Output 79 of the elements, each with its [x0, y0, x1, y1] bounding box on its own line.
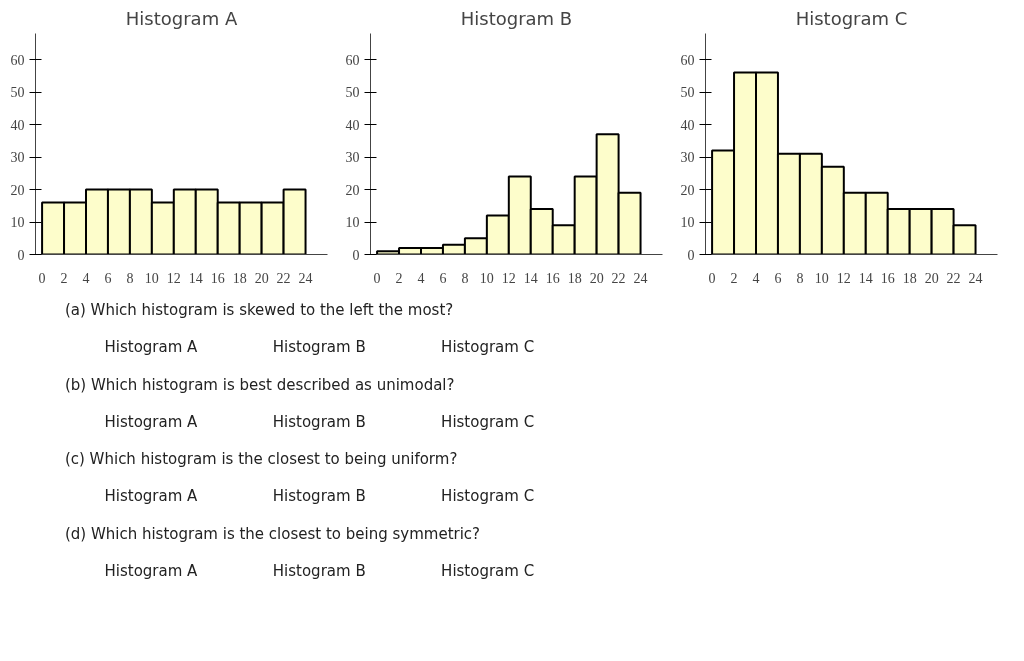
y-tick-label: 0 — [687, 247, 695, 263]
y-tick-label: 30 — [10, 150, 25, 165]
y-tick-label: 30 — [345, 150, 360, 165]
x-tick-label: 8 — [126, 270, 134, 286]
text: Histogram A — [104, 412, 199, 431]
text: Histogram B — [272, 487, 366, 506]
text: (c) Which histogram is the closest to being uniform? — [64, 450, 458, 469]
y-tick-label: 10 — [680, 215, 695, 230]
y-tick-label: 20 — [680, 182, 695, 198]
text: Histogram B — [272, 412, 366, 431]
y-tick-label: 40 — [345, 117, 360, 133]
text: Histogram C — [441, 562, 535, 580]
x-tick-label: 16 — [545, 270, 560, 286]
x-tick-label: 20 — [924, 270, 939, 286]
y-tick-label: 40 — [680, 117, 695, 133]
x-tick-label: 18 — [902, 270, 917, 286]
x-tick-label: 2 — [730, 270, 738, 286]
x-tick-label: 0 — [708, 270, 716, 286]
x-tick-label: 6 — [774, 270, 782, 286]
text: Histogram A — [104, 562, 199, 580]
y-tick-label: 50 — [10, 85, 25, 100]
x-tick-label: 16 — [880, 270, 895, 286]
x-tick-label: 10 — [144, 270, 159, 286]
y-tick-label: 50 — [680, 85, 695, 100]
x-tick-label: 22 — [276, 270, 291, 286]
y-tick-label: 0 — [352, 247, 360, 263]
x-tick-label: 0 — [38, 270, 46, 286]
x-tick-label: 22 — [611, 270, 626, 286]
y-tick-label: 10 — [345, 215, 360, 230]
x-tick-label: 14 — [523, 270, 538, 286]
text: Histogram C — [441, 412, 535, 431]
text: Histogram B — [272, 337, 366, 356]
x-tick-label: 12 — [501, 270, 516, 286]
chart-title: Histogram B — [460, 7, 573, 29]
text: Histogram A — [104, 337, 199, 356]
text: (d) Which histogram is the closest to being symmetric? — [64, 525, 481, 544]
text: (a) Which histogram is skewed to the left the most? — [64, 300, 454, 319]
x-tick-label: 20 — [254, 270, 269, 286]
y-tick-label: 0 — [17, 247, 25, 263]
x-tick-label: 24 — [968, 270, 983, 286]
x-tick-label: 2 — [60, 270, 68, 286]
y-tick-label: 20 — [10, 182, 25, 198]
x-tick-label: 18 — [232, 270, 247, 286]
y-tick-label: 60 — [680, 52, 695, 68]
x-tick-label: 4 — [417, 270, 425, 286]
x-tick-label: 14 — [188, 270, 203, 286]
x-tick-label: 8 — [461, 270, 469, 286]
x-tick-label: 18 — [567, 270, 582, 286]
x-tick-label: 12 — [166, 270, 181, 286]
y-tick-label: 60 — [345, 52, 360, 68]
text: Histogram C — [441, 337, 535, 356]
x-tick-label: 20 — [589, 270, 604, 286]
x-tick-label: 12 — [836, 270, 851, 286]
x-tick-label: 14 — [858, 270, 873, 286]
y-tick-label: 60 — [10, 52, 25, 68]
x-tick-label: 22 — [946, 270, 961, 286]
x-tick-label: 10 — [814, 270, 829, 286]
chart-title: Histogram C — [795, 7, 908, 29]
text: (b) Which histogram is best described as unimodal? — [64, 375, 455, 394]
x-tick-label: 24 — [633, 270, 648, 286]
x-tick-label: 2 — [395, 270, 403, 286]
y-tick-label: 30 — [680, 150, 695, 165]
x-tick-label: 16 — [210, 270, 225, 286]
x-tick-label: 8 — [796, 270, 804, 286]
text: Histogram C — [441, 487, 535, 506]
text: Histogram A — [104, 487, 199, 506]
x-tick-label: 4 — [82, 270, 90, 286]
x-tick-label: 6 — [439, 270, 447, 286]
y-tick-label: 20 — [345, 182, 360, 198]
x-tick-label: 24 — [298, 270, 313, 286]
text: Histogram B — [272, 562, 366, 580]
x-tick-label: 10 — [479, 270, 494, 286]
y-tick-label: 50 — [345, 85, 360, 100]
x-tick-label: 6 — [104, 270, 112, 286]
x-tick-label: 4 — [752, 270, 760, 286]
y-tick-label: 10 — [10, 215, 25, 230]
x-tick-label: 0 — [373, 270, 381, 286]
chart-title: Histogram A — [125, 7, 238, 29]
y-tick-label: 40 — [10, 117, 25, 133]
